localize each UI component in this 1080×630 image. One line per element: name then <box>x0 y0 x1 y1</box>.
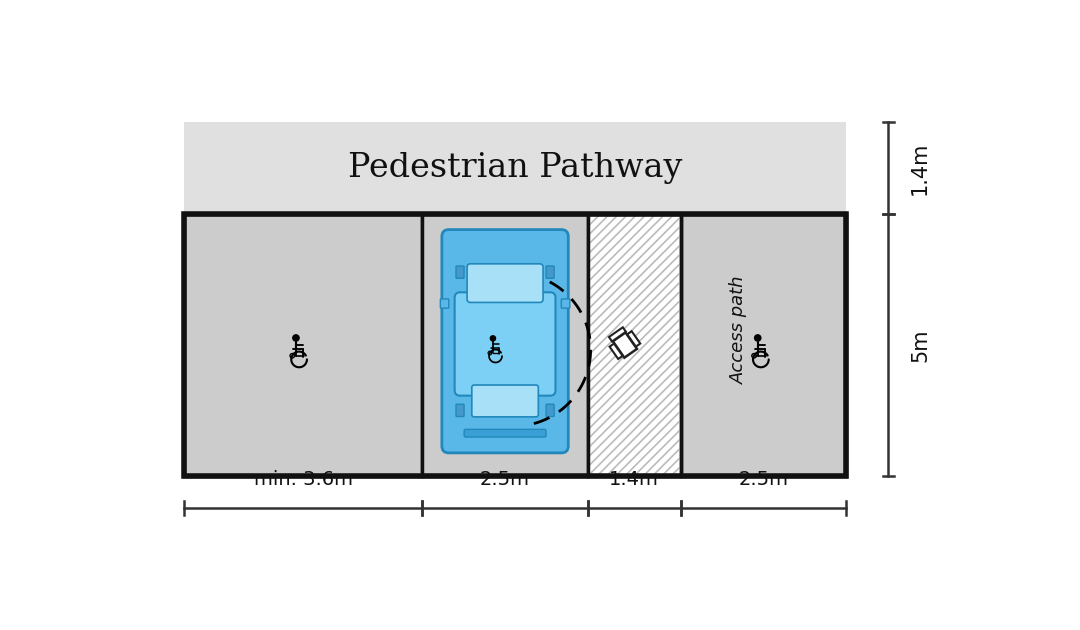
Circle shape <box>490 336 496 341</box>
Polygon shape <box>612 333 637 358</box>
Text: Access path: Access path <box>729 275 747 384</box>
Circle shape <box>293 335 299 341</box>
Text: 1.4m: 1.4m <box>910 141 930 195</box>
Bar <box>680 214 846 476</box>
Bar <box>184 214 846 476</box>
Text: Pedestrian Pathway: Pedestrian Pathway <box>348 152 683 184</box>
Bar <box>184 122 846 214</box>
FancyBboxPatch shape <box>562 299 570 308</box>
Bar <box>588 214 680 476</box>
Polygon shape <box>609 343 622 359</box>
FancyBboxPatch shape <box>472 385 538 417</box>
Bar <box>184 214 422 476</box>
FancyBboxPatch shape <box>456 266 464 278</box>
Circle shape <box>755 335 761 341</box>
FancyBboxPatch shape <box>442 229 568 453</box>
Text: min. 3.6m: min. 3.6m <box>254 470 352 489</box>
FancyBboxPatch shape <box>456 404 464 416</box>
Bar <box>422 214 588 476</box>
FancyBboxPatch shape <box>546 266 554 278</box>
Text: 2.5m: 2.5m <box>739 470 788 489</box>
Text: 5m: 5m <box>910 328 930 362</box>
Polygon shape <box>609 328 626 341</box>
Text: 2.5m: 2.5m <box>481 470 530 489</box>
FancyBboxPatch shape <box>467 264 543 302</box>
FancyBboxPatch shape <box>455 292 555 396</box>
FancyBboxPatch shape <box>441 299 449 308</box>
FancyBboxPatch shape <box>464 429 546 437</box>
Bar <box>588 214 680 476</box>
Text: 1.4m: 1.4m <box>609 470 659 489</box>
Polygon shape <box>627 331 640 346</box>
FancyBboxPatch shape <box>546 404 554 416</box>
